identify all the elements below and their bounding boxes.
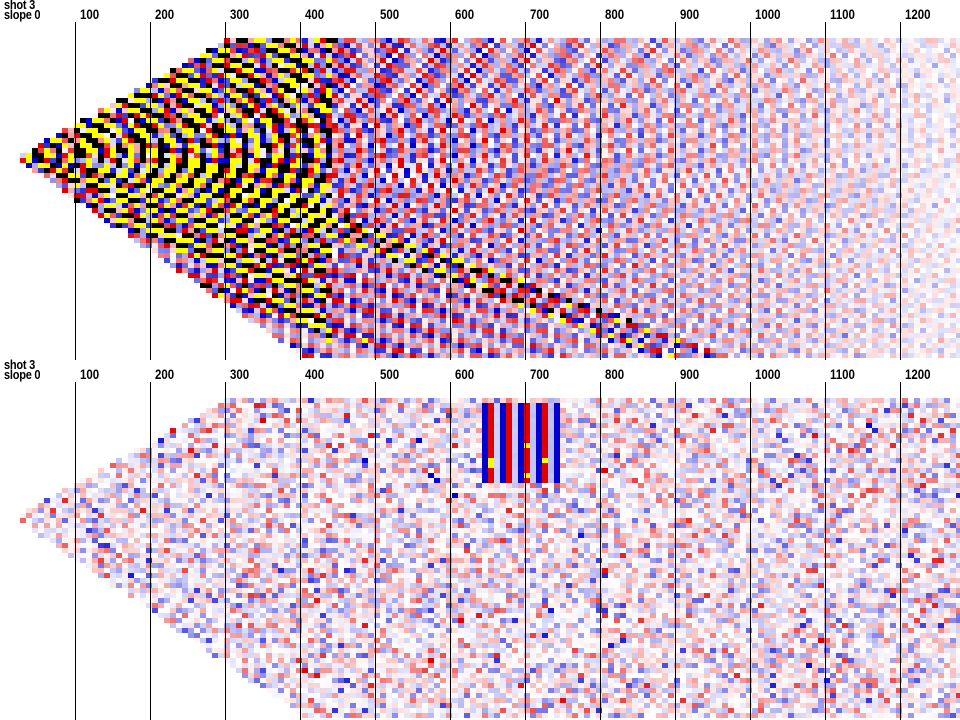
trace-tick-label: 1000 (755, 6, 781, 22)
trace-marker-line (225, 22, 226, 360)
trace-tick-label: 800 (605, 366, 625, 382)
slope-label: slope 0 (4, 7, 41, 22)
trace-tick-label: 100 (80, 366, 100, 382)
trace-marker-line (450, 382, 451, 720)
slope-label: slope 0 (4, 367, 41, 382)
trace-tick-label: 600 (455, 6, 475, 22)
trace-tick-label: 1100 (830, 6, 855, 22)
trace-marker-line (150, 382, 151, 720)
trace-marker-line (75, 382, 76, 720)
panel-label-top: shot 3 slope 0 (4, 0, 41, 22)
trace-tick-label: 1100 (830, 366, 855, 382)
shot-label: shot 3 (4, 357, 36, 372)
trace-marker-line (300, 22, 301, 360)
trace-marker-line (900, 382, 901, 720)
trace-marker-line (600, 382, 601, 720)
trace-marker-line (150, 22, 151, 360)
trace-marker-line (675, 382, 676, 720)
trace-tick-label: 700 (530, 6, 550, 22)
trace-tick-label: 500 (380, 366, 400, 382)
trace-tick-label: 200 (155, 6, 175, 22)
trace-marker-line (300, 382, 301, 720)
seismic-panel-top: shot 3 slope 0 100 200 300 400 500 600 700 800 9… (4, 0, 960, 360)
seismic-panel-bottom: shot 3 slope 0 100 200 300 400 500 600 700 800 9… (0, 357, 960, 720)
trace-tick-label: 800 (605, 6, 625, 22)
trace-tick-label: 1000 (755, 366, 781, 382)
trace-marker-line (825, 382, 826, 720)
trace-marker-line (825, 22, 826, 360)
trace-marker-line (225, 382, 226, 720)
trace-marker-line (675, 22, 676, 360)
trace-tick-label: 100 (80, 6, 100, 22)
trace-marker-line (750, 382, 751, 720)
trace-tick-label: 500 (380, 6, 400, 22)
seismic-image-bottom (20, 398, 960, 718)
seismic-image-top (20, 38, 960, 358)
trace-marker-line (750, 22, 751, 360)
trace-marker-line (525, 22, 526, 360)
trace-marker-line (900, 22, 901, 360)
trace-marker-line (450, 22, 451, 360)
panel-label-bottom: shot 3 slope 0 (4, 357, 41, 382)
trace-tick-label: 1200 (905, 6, 931, 22)
trace-tick-label: 900 (680, 366, 700, 382)
shot-label: shot 3 (4, 0, 36, 12)
trace-tick-label: 1200 (905, 366, 931, 382)
trace-marker-line (375, 22, 376, 360)
trace-marker-line (525, 382, 526, 720)
trace-marker-line (600, 22, 601, 360)
trace-tick-label: 300 (230, 366, 250, 382)
trace-tick-label: 700 (530, 366, 550, 382)
trace-tick-label: 900 (680, 6, 700, 22)
trace-marker-line (375, 382, 376, 720)
trace-tick-label: 600 (455, 366, 475, 382)
trace-tick-label: 300 (230, 6, 250, 22)
trace-tick-label: 400 (305, 366, 325, 382)
trace-tick-label: 200 (155, 366, 175, 382)
trace-tick-label: 400 (305, 6, 325, 22)
trace-marker-line (75, 22, 76, 360)
